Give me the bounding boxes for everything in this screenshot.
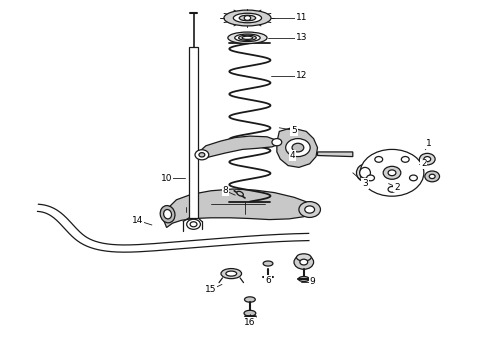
Circle shape [375,157,383,162]
Ellipse shape [360,167,370,178]
Text: 16: 16 [244,318,256,327]
Ellipse shape [235,34,260,41]
Ellipse shape [245,297,255,302]
Text: 8: 8 [222,186,228,195]
Circle shape [292,143,304,152]
Text: 13: 13 [295,33,307,42]
Text: 9: 9 [310,277,316,286]
Text: 1: 1 [426,139,432,148]
Circle shape [300,259,308,265]
Circle shape [388,170,396,176]
Text: 3: 3 [362,179,368,188]
Ellipse shape [239,15,256,21]
Ellipse shape [263,261,273,266]
Ellipse shape [160,206,175,223]
Ellipse shape [224,10,271,26]
Circle shape [360,149,424,196]
Ellipse shape [233,13,262,23]
Circle shape [190,222,197,227]
Text: 14: 14 [131,216,143,225]
Circle shape [199,153,205,157]
Ellipse shape [228,32,267,44]
Ellipse shape [187,219,200,229]
Ellipse shape [244,310,256,316]
Text: 2: 2 [394,183,400,192]
Ellipse shape [242,36,253,39]
Circle shape [294,255,314,269]
Ellipse shape [164,210,171,219]
Polygon shape [200,136,279,158]
Ellipse shape [357,164,374,181]
Text: 15: 15 [205,285,217,294]
Text: 6: 6 [265,276,271,284]
Polygon shape [164,189,314,228]
Circle shape [429,174,435,179]
Ellipse shape [239,35,256,40]
Ellipse shape [226,271,237,276]
Ellipse shape [298,276,309,282]
Circle shape [272,139,282,146]
Circle shape [367,175,374,181]
Polygon shape [38,204,309,252]
Text: 5: 5 [291,126,297,135]
Circle shape [383,166,401,179]
Text: 10: 10 [161,174,172,183]
Ellipse shape [221,269,242,279]
FancyBboxPatch shape [189,47,198,218]
Ellipse shape [296,254,311,261]
Polygon shape [318,152,353,157]
Text: 11: 11 [295,13,307,22]
Text: 12: 12 [295,71,307,80]
Circle shape [424,157,431,162]
Circle shape [286,139,310,157]
Text: 4: 4 [289,151,295,160]
Circle shape [195,150,209,160]
Circle shape [410,175,417,181]
Circle shape [244,15,251,21]
Circle shape [299,202,320,217]
Text: 2: 2 [421,159,427,168]
Polygon shape [277,128,318,167]
Ellipse shape [237,191,244,196]
Circle shape [425,171,440,182]
Circle shape [388,186,396,192]
Circle shape [401,157,409,162]
Circle shape [305,206,315,213]
Circle shape [419,153,435,165]
